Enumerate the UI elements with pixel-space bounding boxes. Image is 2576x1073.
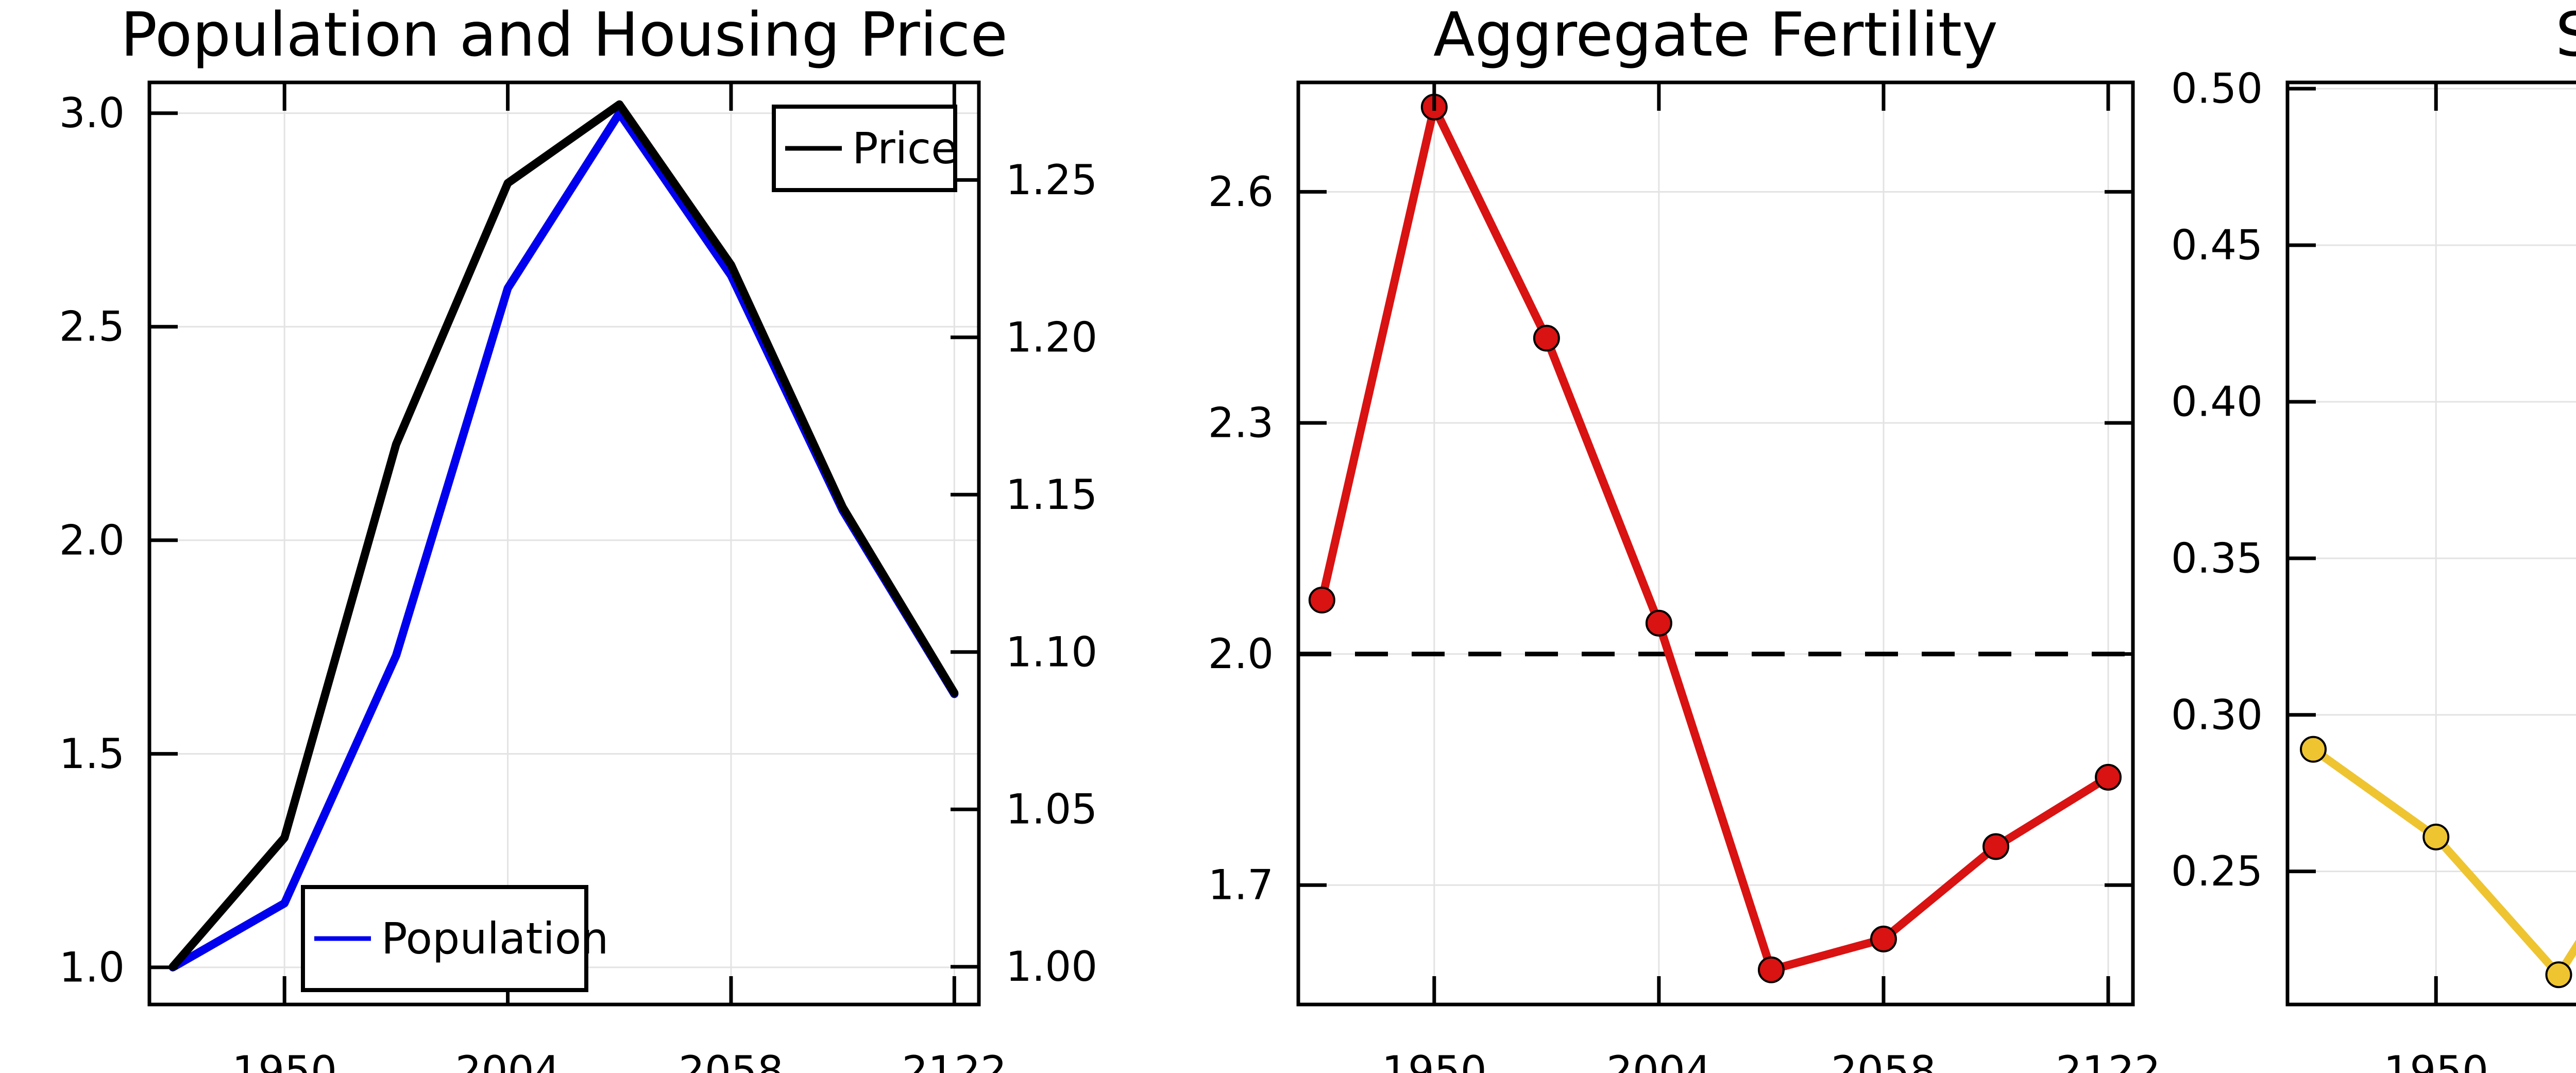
y-axis-tick-label: 2.5 [59, 303, 125, 351]
chart-title: Aggregate Fertility [1433, 0, 1998, 70]
x-axis-tick-label: 2058 [1831, 1047, 1936, 1073]
gridlines [2287, 82, 2576, 1004]
tick-marks [149, 82, 979, 1004]
legend-population: Population [301, 885, 608, 992]
data-point-marker [1533, 325, 1560, 352]
data-point-marker [1870, 925, 1897, 952]
tick-marks [2287, 82, 2438, 1004]
series-line-price [168, 100, 959, 971]
y-axis-tick-label: 0.50 [2171, 65, 2263, 113]
x-axis-tick-label: 2004 [455, 1047, 561, 1073]
right-y-axis-tick-label: 1.00 [1006, 943, 1097, 991]
x-axis-tick-label: 1950 [2383, 1047, 2488, 1073]
legend-label: Population [381, 913, 608, 964]
y-axis-tick-label: 1.7 [1208, 861, 1274, 909]
y-axis-tick-label: 2.6 [1208, 168, 1274, 216]
gridlines [1298, 82, 2133, 1004]
right-y-axis-tick-label: 1.05 [1006, 786, 1097, 833]
right-y-axis-tick-label: 1.15 [1006, 471, 1097, 519]
x-axis-tick-label: 2058 [679, 1047, 784, 1073]
data-point-marker [2095, 763, 2122, 791]
x-axis-tick-label: 1950 [232, 1047, 337, 1073]
panel-aggregate-fertility: 1.7 2.0 2.3 2.6 1950 2004 2058 2122 Aggregate Fe… [1208, 0, 2161, 1073]
data-point-marker [2545, 961, 2572, 989]
chart-title: Share of Old [2555, 0, 2576, 70]
data-point-marker [1982, 833, 2009, 860]
y-axis-tick-label: 1.0 [59, 943, 125, 991]
x-axis-tick-label: 2122 [902, 1047, 1007, 1073]
data-point-marker [2300, 736, 2327, 763]
data-point-marker [2422, 823, 2450, 850]
panel-share-of-old: 0.250.300.350.400.450.501950200420582122… [2171, 0, 2576, 1073]
plot-frame [1296, 80, 2135, 1007]
y-axis-tick-label: 3.0 [59, 89, 125, 137]
data-point-marker [1645, 609, 1672, 637]
right-y-axis-tick-label: 1.10 [1006, 628, 1097, 676]
y-axis-tick-label: 0.45 [2171, 222, 2263, 269]
plot-frame [2285, 80, 2576, 1007]
legend-price: Price [772, 105, 958, 192]
legend-label: Price [852, 123, 958, 174]
plot-frame [147, 80, 981, 1007]
x-axis-tick-label: 2122 [2056, 1047, 2161, 1073]
right-y-axis-tick-label: 1.25 [1006, 156, 1097, 204]
panel-population-housing-price: 1.0 1.5 2.0 2.5 3.0 1.00 1.05 1.10 1.15 1.20 1.25 1… [59, 0, 1097, 1073]
y-axis-tick-label: 2.3 [1208, 399, 1274, 447]
y-axis-tick-label: 1.5 [59, 730, 125, 778]
chart-title: Population and Housing Price [121, 0, 1008, 70]
tick-marks [1298, 82, 2133, 1004]
y-axis-tick-label: 0.35 [2171, 534, 2263, 582]
y-axis-tick-label: 2.0 [59, 516, 125, 564]
series-line-share-of-old [2309, 745, 2576, 979]
gridlines [149, 82, 979, 1004]
right-y-axis-tick-label: 1.20 [1006, 313, 1097, 361]
data-point-marker [1757, 956, 1785, 983]
series-line-fertility [1317, 103, 2113, 974]
data-point-marker [1308, 586, 1335, 614]
x-axis-tick-label: 1950 [1382, 1047, 1487, 1073]
x-axis-tick-label: 2004 [1606, 1047, 1711, 1073]
y-axis-tick-label: 0.30 [2171, 691, 2263, 739]
y-axis-tick-label: 2.0 [1208, 630, 1274, 678]
y-axis-tick-label: 0.40 [2171, 378, 2263, 425]
y-axis-tick-label: 0.25 [2171, 847, 2263, 895]
